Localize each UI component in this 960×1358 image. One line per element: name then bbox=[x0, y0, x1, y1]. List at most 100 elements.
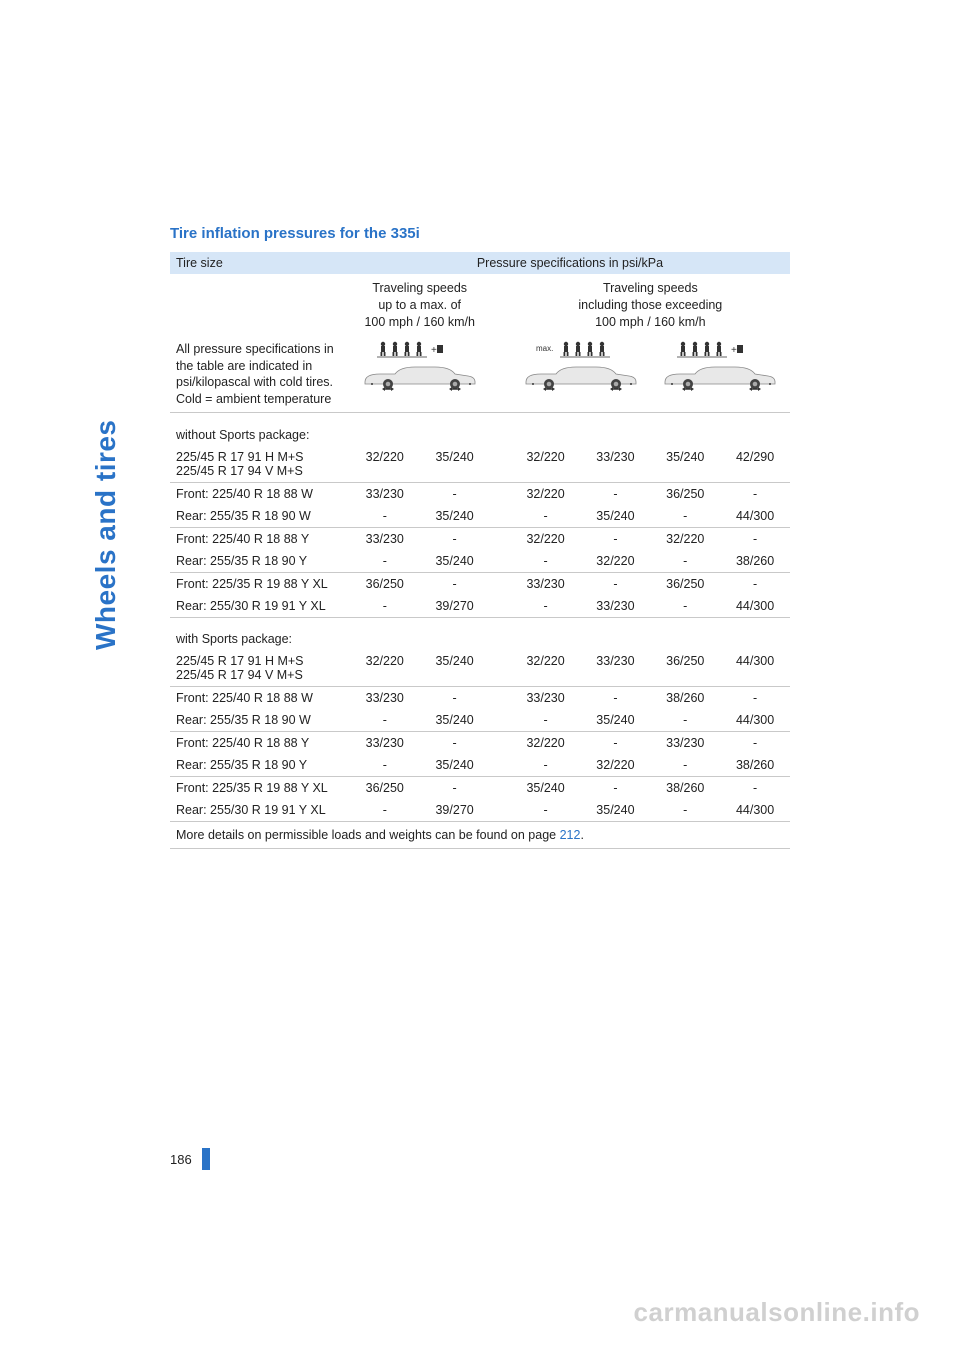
value-cell: 35/240 bbox=[420, 650, 490, 687]
value-cell: - bbox=[420, 572, 490, 595]
tire-size-cell: Rear: 255/35 R 18 90 W bbox=[170, 505, 350, 528]
value-cell: - bbox=[650, 505, 720, 528]
table-row: 225/45 R 17 91 H M+S225/45 R 17 94 V M+S… bbox=[170, 446, 790, 483]
load-diagram-normal-2: + bbox=[650, 337, 790, 413]
value-cell: - bbox=[420, 731, 490, 754]
package-label: without Sports package: bbox=[170, 414, 790, 446]
tire-size-cell: Rear: 255/35 R 18 90 Y bbox=[170, 754, 350, 777]
table-row: Rear: 255/30 R 19 91 Y XL - 39/270 - 33/… bbox=[170, 595, 790, 618]
value-cell: - bbox=[511, 505, 581, 528]
value-cell: - bbox=[350, 505, 420, 528]
value-cell: 32/220 bbox=[511, 482, 581, 505]
value-cell: 44/300 bbox=[720, 505, 790, 528]
page-number-area: 186 bbox=[170, 1148, 210, 1170]
value-cell: - bbox=[650, 709, 720, 732]
pressure-spec-header: Pressure specifications in psi/kPa bbox=[350, 252, 790, 274]
value-cell: - bbox=[350, 550, 420, 573]
package-label-row: with Sports package: bbox=[170, 617, 790, 650]
table-row: Front: 225/40 R 18 88 Y 33/230 - 32/220 … bbox=[170, 527, 790, 550]
page: Wheels and tires Tire inflation pressure… bbox=[0, 0, 960, 1358]
tire-size-cell: Rear: 255/30 R 19 91 Y XL bbox=[170, 595, 350, 618]
value-cell: - bbox=[720, 686, 790, 709]
value-cell: - bbox=[511, 799, 581, 822]
value-cell: - bbox=[720, 572, 790, 595]
watermark-text: carmanualsonline.info bbox=[634, 1297, 920, 1328]
tire-size-cell: Rear: 255/35 R 18 90 Y bbox=[170, 550, 350, 573]
table-row: Front: 225/40 R 18 88 W 33/230 - 32/220 … bbox=[170, 482, 790, 505]
package-label-row: without Sports package: bbox=[170, 414, 790, 446]
value-cell: 35/240 bbox=[581, 799, 651, 822]
value-cell: 32/220 bbox=[511, 446, 581, 483]
section-title: Tire inflation pressures for the 335i bbox=[170, 225, 790, 242]
page-number-bar-icon bbox=[202, 1148, 210, 1170]
value-cell: - bbox=[420, 482, 490, 505]
table-header-row: Tire size Pressure specifications in psi… bbox=[170, 252, 790, 274]
value-cell: 39/270 bbox=[420, 595, 490, 618]
value-cell: - bbox=[720, 776, 790, 799]
value-cell: 44/300 bbox=[720, 650, 790, 687]
tire-size-cell: 225/45 R 17 91 H M+S225/45 R 17 94 V M+S bbox=[170, 446, 350, 483]
value-cell: - bbox=[650, 550, 720, 573]
value-cell: - bbox=[650, 595, 720, 618]
table-row: Rear: 255/35 R 18 90 W - 35/240 - 35/240… bbox=[170, 505, 790, 528]
page-link[interactable]: 212 bbox=[560, 828, 581, 842]
value-cell: 32/220 bbox=[581, 550, 651, 573]
value-cell: 35/240 bbox=[420, 709, 490, 732]
value-cell: 33/230 bbox=[350, 686, 420, 709]
table-row: Front: 225/35 R 19 88 Y XL 36/250 - 33/2… bbox=[170, 572, 790, 595]
sidebar-section-label: Wheels and tires bbox=[90, 419, 122, 650]
value-cell: - bbox=[650, 754, 720, 777]
value-cell: 36/250 bbox=[350, 572, 420, 595]
content-area: Tire inflation pressures for the 335i Ti… bbox=[170, 225, 790, 849]
tire-size-cell: Front: 225/35 R 19 88 Y XL bbox=[170, 572, 350, 595]
value-cell: 38/260 bbox=[650, 776, 720, 799]
speed-header-row: Traveling speedsup to a max. of100 mph /… bbox=[170, 274, 790, 337]
value-cell: - bbox=[581, 776, 651, 799]
load-diagram-normal: + bbox=[350, 337, 490, 413]
tire-size-cell: Rear: 255/30 R 19 91 Y XL bbox=[170, 799, 350, 822]
value-cell: 44/300 bbox=[720, 799, 790, 822]
value-cell: - bbox=[720, 527, 790, 550]
value-cell: 35/240 bbox=[420, 754, 490, 777]
value-cell: 35/240 bbox=[511, 776, 581, 799]
value-cell: - bbox=[350, 595, 420, 618]
speed-high-header: Traveling speedsincluding those exceedin… bbox=[511, 274, 790, 337]
value-cell: 35/240 bbox=[420, 446, 490, 483]
value-cell: 33/230 bbox=[350, 731, 420, 754]
table-row: Front: 225/35 R 19 88 Y XL 36/250 - 35/2… bbox=[170, 776, 790, 799]
value-cell: 33/230 bbox=[511, 572, 581, 595]
value-cell: - bbox=[581, 482, 651, 505]
people-luggage-icon: + bbox=[656, 341, 784, 362]
value-cell: 35/240 bbox=[581, 709, 651, 732]
value-cell: - bbox=[350, 754, 420, 777]
value-cell: 35/240 bbox=[581, 505, 651, 528]
value-cell: 32/220 bbox=[581, 754, 651, 777]
table-row: Rear: 255/35 R 18 90 Y - 35/240 - 32/220… bbox=[170, 754, 790, 777]
tire-size-cell: Front: 225/40 R 18 88 W bbox=[170, 482, 350, 505]
footer-note: More details on permissible loads and we… bbox=[170, 821, 790, 848]
table-row: Rear: 255/35 R 18 90 W - 35/240 - 35/240… bbox=[170, 709, 790, 732]
value-cell: - bbox=[350, 709, 420, 732]
value-cell: 35/240 bbox=[420, 505, 490, 528]
svg-text:+: + bbox=[431, 345, 437, 356]
value-cell: - bbox=[720, 731, 790, 754]
value-cell: 38/260 bbox=[720, 550, 790, 573]
value-cell: 32/220 bbox=[511, 527, 581, 550]
car-icon bbox=[656, 362, 784, 395]
tire-size-cell: Rear: 255/35 R 18 90 W bbox=[170, 709, 350, 732]
value-cell: 33/230 bbox=[581, 446, 651, 483]
value-cell: - bbox=[420, 686, 490, 709]
value-cell: 36/250 bbox=[650, 650, 720, 687]
page-number: 186 bbox=[170, 1152, 192, 1167]
tire-size-cell: 225/45 R 17 91 H M+S225/45 R 17 94 V M+S bbox=[170, 650, 350, 687]
value-cell: - bbox=[581, 686, 651, 709]
tire-size-header: Tire size bbox=[170, 252, 350, 274]
table-row: Rear: 255/35 R 18 90 Y - 35/240 - 32/220… bbox=[170, 550, 790, 573]
value-cell: 32/220 bbox=[511, 650, 581, 687]
value-cell: 32/220 bbox=[511, 731, 581, 754]
value-cell: 39/270 bbox=[420, 799, 490, 822]
value-cell: 32/220 bbox=[350, 650, 420, 687]
value-cell: 33/230 bbox=[350, 527, 420, 550]
value-cell: - bbox=[650, 799, 720, 822]
value-cell: 44/300 bbox=[720, 709, 790, 732]
